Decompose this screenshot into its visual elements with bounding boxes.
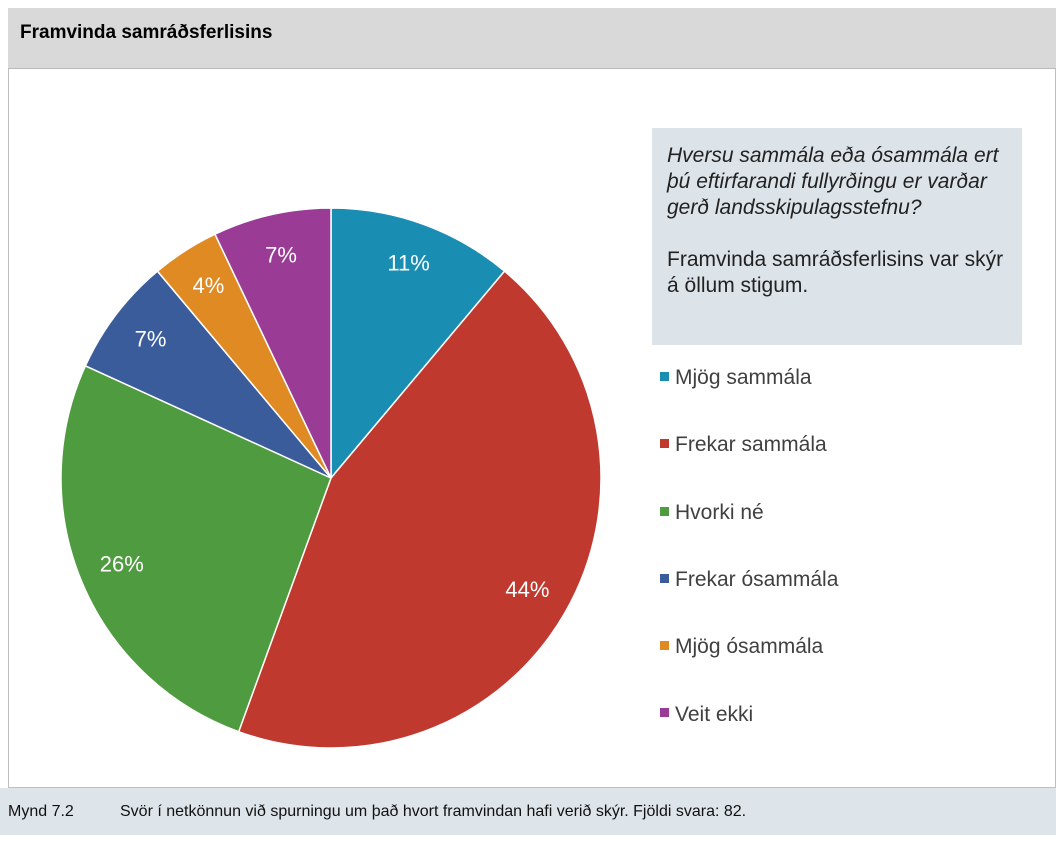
legend-swatch	[660, 708, 669, 718]
legend-swatch	[660, 573, 669, 583]
legend-label: Frekar ósammála	[675, 567, 839, 591]
data-label: 11%	[387, 251, 429, 276]
pie-slice	[237, 270, 602, 749]
header: Framvinda samráðsferlisins	[8, 8, 1056, 69]
legend-item: Frekar ósammála	[660, 568, 838, 592]
question: Hversu sammála eða ósammála ert þú eftir…	[667, 144, 999, 219]
question-box: Hversu sammála eða ósammála ert þú eftir…	[652, 128, 1022, 345]
data-label: 7%	[135, 326, 167, 351]
chart-title: Framvinda samráðsferlisins	[20, 22, 273, 43]
pie-slice	[60, 364, 332, 733]
legend-item: Hvorki né	[660, 501, 764, 525]
legend-label: Mjög ósammála	[675, 635, 824, 659]
legend-label: Veit ekki	[675, 702, 754, 726]
legend-label: Frekar sammála	[675, 433, 827, 457]
statement: Framvinda samráðsferlisins var skýr á öl…	[667, 248, 1004, 297]
legend-swatch	[660, 641, 669, 651]
legend-swatch	[660, 439, 669, 449]
legend-item: Mjög sammála	[660, 366, 812, 390]
data-label: 26%	[100, 551, 144, 576]
data-label: 4%	[192, 273, 224, 298]
legend-item: Frekar sammála	[660, 433, 827, 457]
legend-item: Mjög ósammála	[660, 635, 823, 659]
legend-item: Veit ekki	[660, 703, 753, 727]
legend-label: Mjög sammála	[675, 366, 812, 389]
pie-chart: 11% 44% 26% 7% 4% 7%	[60, 207, 602, 749]
caption: Svör í netkönnun við spurningu um það hv…	[120, 803, 747, 820]
data-label: 44%	[505, 577, 549, 602]
legend-swatch	[660, 371, 669, 381]
caption-bar: Mynd 7.2 Svör í netkönnun við spurningu …	[0, 788, 1056, 835]
pie-slice	[213, 207, 332, 479]
legend-label: Hvorki né	[675, 500, 764, 524]
figure-label: Mynd 7.2	[8, 803, 74, 820]
legend-swatch	[660, 506, 669, 516]
pie-slice	[330, 207, 506, 481]
data-label: 7%	[265, 243, 297, 268]
pie-slice	[84, 270, 332, 479]
